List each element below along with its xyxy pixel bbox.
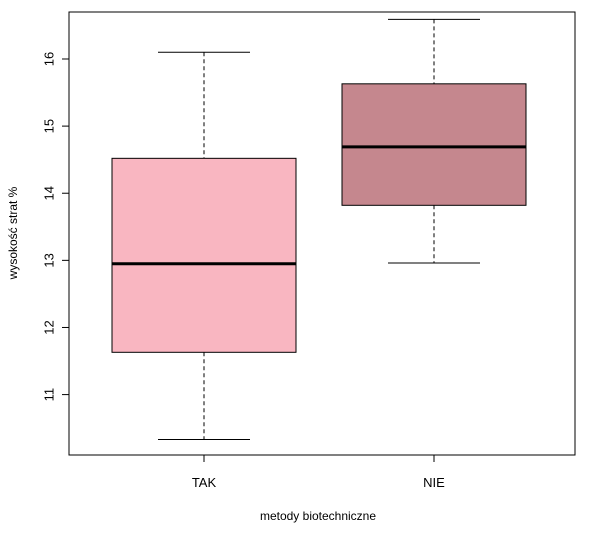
x-axis: TAK NIE [192, 455, 445, 490]
y-tick-label-13: 13 [41, 253, 56, 267]
iqr-box-tak [111, 157, 297, 353]
y-tick-label-14: 14 [41, 186, 56, 200]
y-axis-title: wysokość strat % [6, 186, 20, 280]
iqr-box-nie [341, 83, 527, 206]
x-tick-label-tak: TAK [192, 475, 217, 490]
y-tick-label-12: 12 [41, 320, 56, 334]
y-tick-label-16: 16 [41, 52, 56, 66]
y-tick-label-15: 15 [41, 119, 56, 133]
y-axis: 11 12 13 14 15 16 [41, 52, 70, 402]
x-axis-title: metody biotechniczne [260, 509, 376, 523]
x-tick-label-nie: NIE [423, 475, 445, 490]
box-nie [341, 18, 527, 264]
box-tak [111, 51, 297, 441]
box-marks [111, 18, 527, 441]
y-tick-label-11: 11 [41, 388, 56, 402]
